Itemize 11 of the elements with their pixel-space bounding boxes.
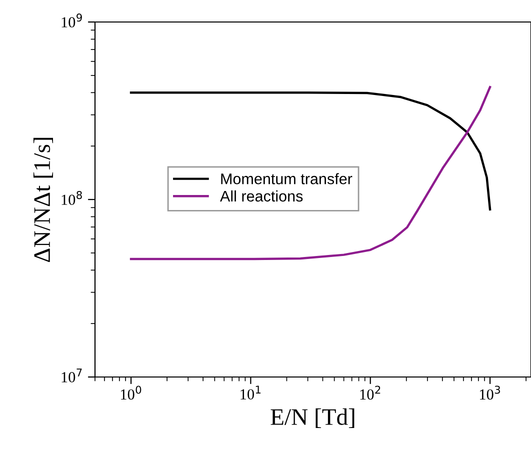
x-tick-label: 10$^{2}$ [360, 386, 380, 400]
x-tick-label: 10$^{3}$ [480, 386, 500, 400]
y-tick-label: 10$^{9}$ [62, 14, 82, 28]
x-tick-label: 10$^{1}$ [240, 386, 261, 400]
x-tick-label: 10$^{0}$ [120, 386, 142, 400]
x-axis-title: E/N [Td] [270, 408, 354, 428]
y-axis-title: ΔN/NΔt [1/s] [33, 138, 54, 262]
legend-label: All reactions [220, 190, 303, 202]
y-tick-label: 10$^{8}$ [62, 191, 82, 205]
y-tick-label: 10$^{7}$ [62, 368, 82, 382]
legend-label: Momentum transfer [221, 173, 352, 184]
